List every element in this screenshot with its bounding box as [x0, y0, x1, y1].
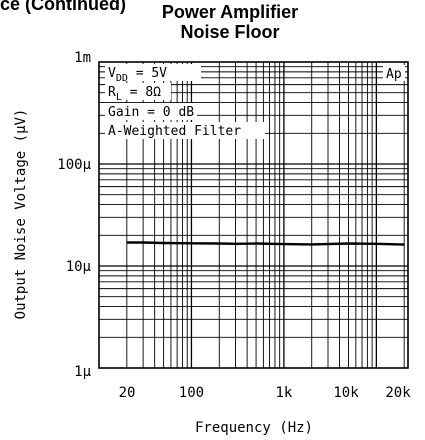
x-axis-label: Frequency (Hz)	[195, 420, 313, 436]
noise-floor-point	[142, 241, 144, 244]
x-tick-label: 1k	[275, 385, 292, 401]
x-tick-labels: 20 100 1k 10k 20k	[119, 385, 412, 401]
x-tick-label: 100	[179, 385, 204, 401]
noise-floor-point	[190, 242, 192, 244]
noise-floor-point	[283, 243, 285, 245]
annotation-backing	[105, 122, 265, 139]
watermark-backing	[383, 65, 405, 81]
chart-title-line-2: Noise Floor	[180, 22, 280, 42]
noise-floor-point	[375, 243, 377, 245]
noise-floor-point	[311, 243, 313, 245]
y-tick-labels: 1m 100μ 10μ 1μ	[57, 50, 91, 380]
continued-heading: ce (Continued)	[0, 0, 126, 14]
annotation-backing	[105, 103, 197, 120]
annotation-gain: Gain = 0 dB	[108, 105, 194, 120]
noise-floor-point	[163, 242, 165, 244]
noise-floor-point	[255, 242, 257, 245]
y-tick-label: 100μ	[57, 157, 91, 173]
y-axis-label: Output Noise Voltage (μV)	[13, 109, 29, 320]
noise-floor-point	[218, 242, 220, 245]
noise-floor-point	[403, 244, 405, 246]
annotation-backing	[105, 83, 171, 100]
x-tick-label: 10k	[333, 385, 359, 401]
y-tick-label: 1μ	[74, 364, 91, 380]
y-tick-label: 10μ	[66, 259, 92, 275]
header-text: ce (Continued) Power Amplifier Noise Flo…	[0, 0, 425, 62]
annotation-filter: A-Weighted Filter	[108, 124, 241, 139]
series-layer	[126, 241, 405, 246]
noise-floor-point	[347, 242, 350, 245]
noise-floor-point	[235, 243, 237, 245]
annotation-rl: RL = 8Ω	[108, 85, 161, 103]
watermark-ap: Ap	[386, 67, 402, 82]
annotation-backing	[105, 64, 201, 81]
y-tick-label: 1m	[74, 50, 91, 66]
plot-frame	[98, 61, 409, 369]
noise-floor-point	[126, 241, 128, 244]
annotation-vdd: VDD = 5V	[108, 66, 167, 84]
noise-floor-series-line	[126, 241, 405, 246]
chart-title-line-1: Power Amplifier	[161, 2, 299, 22]
x-tick-label: 20	[119, 385, 136, 401]
x-tick-label: 20k	[385, 385, 411, 401]
